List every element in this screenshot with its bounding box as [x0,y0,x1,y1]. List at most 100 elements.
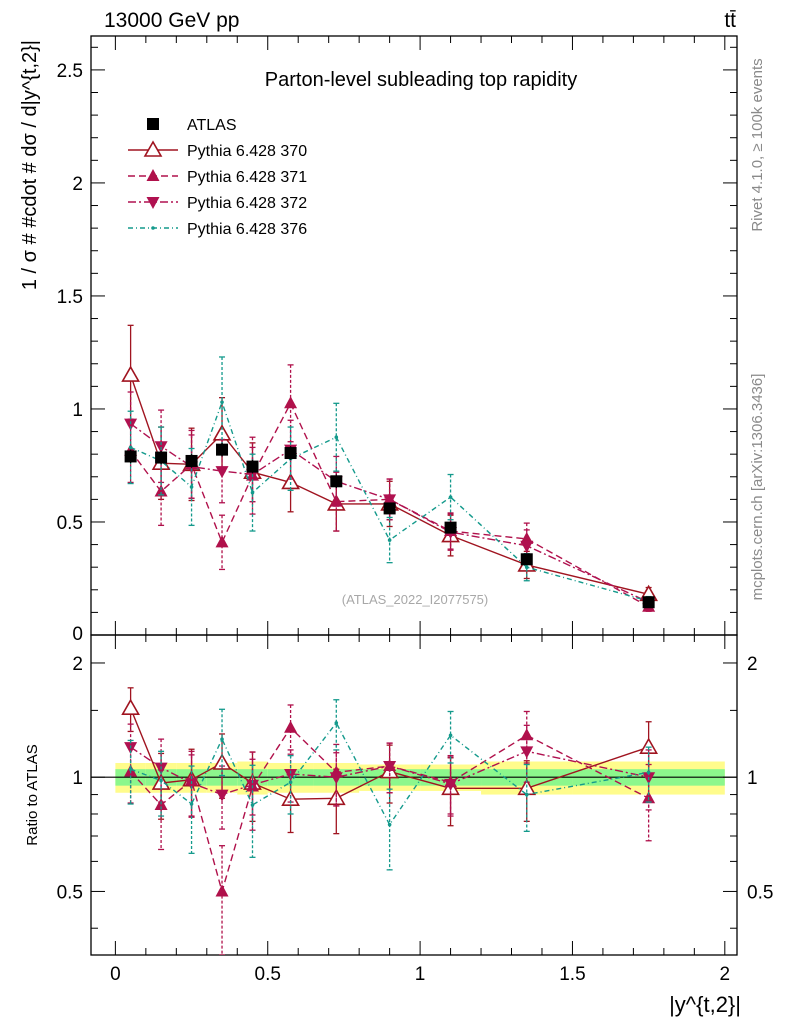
x-tick-label: 0 [110,964,121,985]
rivet-label: Rivet 4.1.0, ≥ 100k events [749,58,766,231]
data-point [185,778,199,791]
data-point [215,466,229,479]
data-point [159,778,163,783]
legend-entry: Pythia 6.428 376 [128,221,307,238]
ratio-y-tick-label: 2 [72,654,83,675]
data-point [128,445,133,450]
ratio-axes: 0.5 0.5 1 1 2 2 0 0.5 1 1.5 2 [57,635,773,985]
data-point [524,792,529,797]
data-point [124,418,138,431]
atlas-data-point [284,447,297,460]
analysis-id: (ATLAS_2022_I2077575) [342,592,488,607]
data-point [250,490,255,495]
data-point [329,772,343,785]
atlas-data-point [642,596,655,609]
atlas-data-point [383,502,396,515]
y-tick-label: 1.5 [57,287,83,308]
legend-marker [146,169,160,181]
main-series-atlas [124,442,655,609]
legend-entry: ATLAS [147,117,237,134]
ratio-y-axis-label: Ratio to ATLAS [24,744,41,845]
data-point [646,770,651,775]
legend-marker [143,140,163,157]
data-point [220,737,224,741]
process-label: tt̄ [724,9,736,32]
data-point [215,789,229,802]
x-tick-label: 2 [720,964,731,985]
data-point [387,822,392,827]
data-point [189,485,194,489]
ratio-panel-frame [90,634,738,956]
data-point [121,365,140,382]
y-tick-label: 0.5 [57,513,83,534]
data-point [334,721,339,725]
y-zero-label: 0 [72,624,83,645]
atlas-data-point [520,553,533,566]
data-point [520,746,534,759]
data-point [220,400,224,404]
data-point [215,535,229,548]
data-point [383,761,397,774]
data-point [448,733,453,738]
data-point [520,540,534,553]
legend-entry: Pythia 6.428 370 [128,140,307,160]
atlas-data-point [444,521,457,534]
legend-marker [151,226,155,230]
main-y-axis-label: 1 / σ # #cdot # dσ / d|y^{t,2}| [19,40,41,290]
data-point [387,538,392,542]
legend-marker [146,197,160,209]
legend-label: Pythia 6.428 376 [187,221,307,238]
data-point [121,698,140,716]
data-point [154,484,168,497]
data-point [189,802,194,806]
atlas-data-point [185,454,198,467]
atlas-data-point [216,443,229,456]
y-tick-label: 2 [72,174,83,195]
data-point [284,768,298,781]
legend-label: Pythia 6.428 371 [187,169,307,186]
energy-label: 13000 GeV pp [104,9,239,32]
y-tick-label: 2.5 [57,61,83,82]
series-line [130,400,649,602]
ratio-y-tick-label: 1 [72,768,83,789]
data-point [444,778,458,791]
data-point [448,495,453,499]
legend-entry: Pythia 6.428 372 [128,195,307,212]
series-line [130,746,649,796]
x-tick-label: 0.5 [255,964,281,985]
legend-label: Pythia 6.428 372 [187,195,307,212]
x-axis-label: |y^{t,2}| [669,992,741,1017]
data-point [524,565,529,569]
ratio-y-tick-label-right: 0.5 [747,882,773,903]
atlas-data-point [124,450,137,463]
data-point [329,494,343,507]
legend-label: ATLAS [187,117,237,134]
ratio-y-tick-label-right: 2 [747,654,758,675]
atlas-data-point [246,460,259,473]
data-point [250,803,255,807]
main-series [121,324,659,612]
data-point [284,720,298,733]
ratio-y-tick-label: 0.5 [57,882,83,903]
legend-marker [147,118,159,130]
ratio-series-pythia-6-428-376 [127,699,652,871]
legend: ATLAS Pythia 6.428 370 Pythia 6.428 371 Pyt… [128,117,307,238]
atlas-data-point [155,451,168,464]
legend-label: Pythia 6.428 370 [187,143,307,160]
data-point [128,767,133,771]
data-point [215,884,229,897]
ratio-series [121,687,659,955]
main-axes: 0.5 1 1.5 2 2.5 0 [57,36,737,645]
legend-entry: Pythia 6.428 371 [128,169,307,186]
atlas-data-point [330,475,343,488]
ratio-y-tick-label-right: 1 [747,768,758,789]
data-point [383,494,397,507]
x-tick-label: 1.5 [559,964,585,985]
data-point [520,728,534,741]
y-tick-label: 1 [72,400,83,421]
data-point [288,780,293,785]
data-point [334,435,339,440]
data-point [284,396,298,409]
mcplots-label: mcplots.cern.ch [arXiv:1306.3436] [749,374,766,601]
